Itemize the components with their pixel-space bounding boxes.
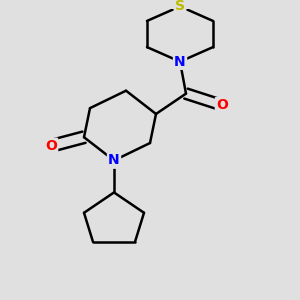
- Text: N: N: [108, 154, 120, 167]
- Text: O: O: [45, 139, 57, 153]
- Text: O: O: [216, 98, 228, 112]
- Text: N: N: [174, 55, 186, 69]
- Text: S: S: [175, 0, 185, 14]
